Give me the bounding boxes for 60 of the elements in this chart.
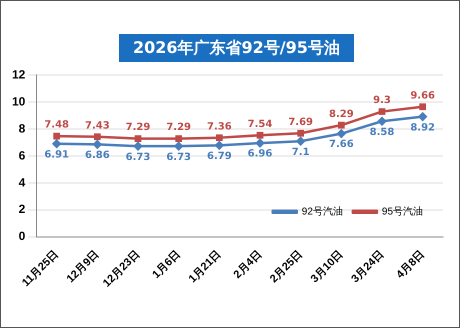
point (216, 134, 223, 142)
x-tick-label: 11月25日 (20, 248, 61, 290)
y-tick-label: 0 (18, 229, 26, 244)
y-tick-label: 6 (18, 148, 26, 162)
x-tick-label: 1月6日 (150, 248, 183, 281)
point (337, 129, 346, 138)
data-label: 7.48 (44, 120, 70, 131)
point (418, 112, 427, 121)
point (256, 132, 264, 139)
x-tick-label: 4月8日 (394, 248, 427, 281)
data-label: 7.66 (328, 139, 354, 150)
legend-label: 92号汽油 (302, 206, 343, 218)
point (297, 130, 304, 137)
data-label: 7.29 (166, 122, 192, 134)
y-tick-label: 12 (12, 68, 26, 82)
data-label: 9.66 (410, 90, 436, 102)
data-label: 7.54 (248, 118, 272, 130)
point (175, 135, 182, 142)
point (174, 142, 183, 150)
data-label: 7.29 (126, 122, 150, 134)
point (378, 117, 386, 126)
point (94, 133, 101, 140)
point (93, 140, 102, 149)
point (134, 142, 142, 150)
point (296, 136, 305, 146)
point (134, 135, 142, 142)
x-tick-label: 3月24日 (349, 248, 386, 286)
data-label: 7.69 (288, 116, 314, 128)
point (256, 138, 264, 148)
data-label: 8.92 (410, 122, 436, 134)
y-tick-label: 2 (18, 202, 26, 216)
data-label: 6.79 (206, 150, 232, 162)
legend-label: 95号汽油 (382, 206, 423, 218)
x-tick-label: 2月25日 (268, 248, 305, 286)
x-tick-label: 12月9日 (64, 248, 102, 286)
data-label: 6.96 (248, 148, 272, 160)
data-label: 9.3 (373, 95, 391, 106)
data-label: 7.1 (292, 146, 310, 158)
data-label: 6.91 (44, 149, 70, 160)
chart-title: 2026年广东省92号/95号油 (119, 34, 354, 62)
data-label: 7.36 (206, 121, 232, 132)
point (378, 108, 386, 115)
data-label: 7.43 (85, 120, 110, 132)
data-label: 6.73 (126, 152, 150, 163)
y-tick-label: 8 (18, 121, 26, 136)
x-tick-label: 3月10日 (308, 248, 346, 286)
x-tick-label: 1月21日 (186, 248, 224, 286)
y-tick-label: 10 (12, 94, 26, 108)
point (53, 132, 60, 140)
y-tick-label: 4 (18, 175, 26, 190)
data-label: 6.86 (85, 150, 110, 162)
data-label: 8.29 (328, 108, 354, 120)
point (419, 103, 426, 110)
point (52, 140, 61, 148)
data-label: 6.73 (166, 152, 192, 163)
x-tick-label: 2月4日 (232, 248, 264, 281)
x-tick-label: 12月23日 (100, 248, 142, 290)
point (338, 122, 345, 129)
point (215, 141, 224, 150)
data-label: 8.58 (370, 126, 394, 138)
